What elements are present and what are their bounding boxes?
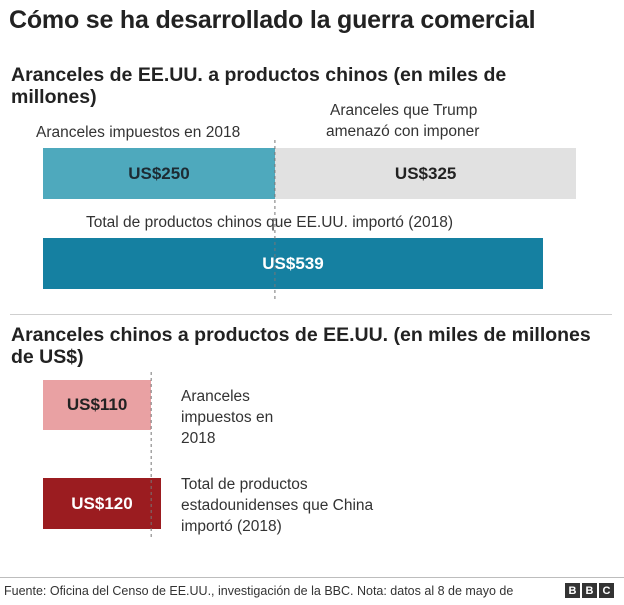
us-imposed-label: Aranceles impuestos en 2018 bbox=[36, 124, 241, 141]
page-title: Cómo se ha desarrollado la guerra comerc… bbox=[9, 6, 536, 34]
bar-us-imposed: US$250 bbox=[43, 148, 275, 199]
bar-us-threatened: US$325 bbox=[274, 148, 577, 199]
us-chart-title: Aranceles de EE.UU. a productos chinos (… bbox=[11, 64, 507, 108]
bar-cn-total: US$120 bbox=[43, 478, 161, 529]
footer-source-text: Fuente: Oficina del Censo de EE.UU., inv… bbox=[4, 584, 514, 598]
cn-imposed-label-line3: 2018 bbox=[181, 430, 216, 447]
section-divider bbox=[10, 314, 612, 315]
cn-imposed-label-line2: impuestos en bbox=[181, 409, 274, 426]
bar-cn-imposed: US$110 bbox=[43, 380, 152, 430]
us-threatened-label-line2: amenazó con imponer bbox=[326, 123, 480, 140]
footer: Fuente: Oficina del Censo de EE.UU., inv… bbox=[0, 577, 624, 605]
bbc-logo: B B C bbox=[565, 583, 614, 598]
bar-us-total: US$539 bbox=[43, 238, 543, 289]
cn-imposed-label-line1: Aranceles bbox=[181, 388, 250, 405]
cn-total-label-line2: estadounidenses que China bbox=[181, 497, 374, 514]
cn-total-label-line1: Total de productos bbox=[181, 476, 308, 493]
us-total-label: Total de productos chinos que EE.UU. imp… bbox=[86, 214, 454, 231]
cn-total-label-line3: importó (2018) bbox=[181, 518, 282, 535]
us-threatened-label-line1: Aranceles que Trump bbox=[330, 102, 478, 119]
bbc-logo-c: C bbox=[599, 583, 614, 598]
bbc-logo-b2: B bbox=[582, 583, 597, 598]
cn-chart-title: Aranceles chinos a productos de EE.UU. (… bbox=[11, 324, 591, 368]
bbc-logo-b1: B bbox=[565, 583, 580, 598]
